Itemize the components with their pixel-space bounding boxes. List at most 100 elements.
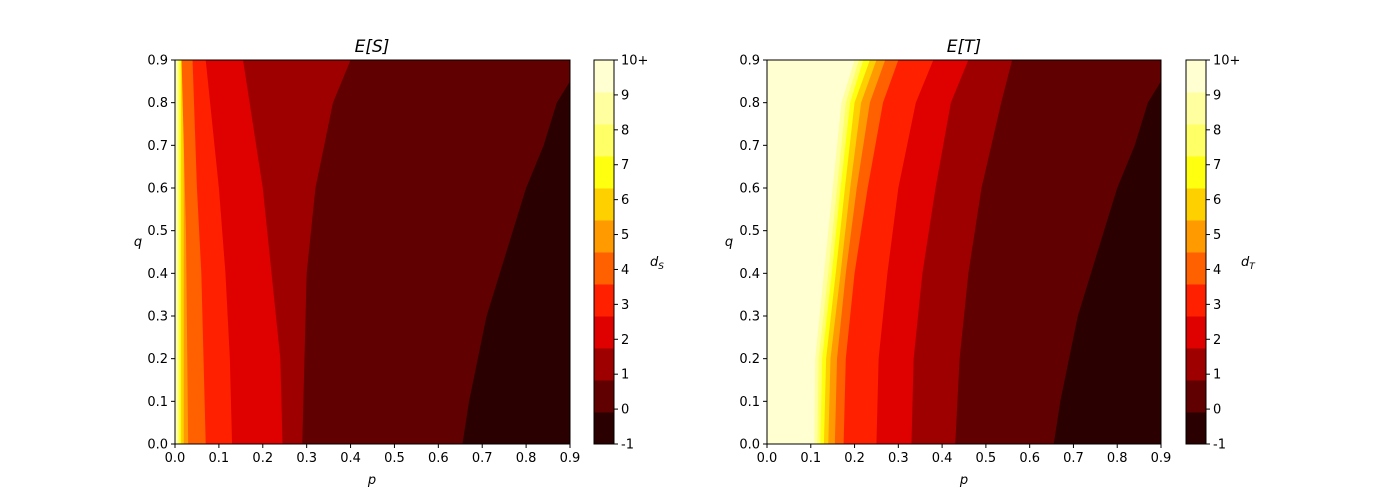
- colorbar-segment-9: [1186, 92, 1206, 125]
- colorbar-segment-9: [594, 92, 614, 125]
- colorbar-tick-label: 8: [1213, 123, 1221, 138]
- x-tick-label: 0.5: [384, 451, 405, 466]
- contour-plot-area: 0.0 0.1 0.2 0.3 0.4 0.5 0.6 0.7 0.8 0.90.00.10.20…: [147, 54, 581, 467]
- colorbar-label-main: d: [1241, 255, 1250, 270]
- chart-title: E[S]: [355, 37, 390, 57]
- x-tick-label: 0.6: [1019, 451, 1040, 466]
- colorbar-segment-1: [594, 348, 614, 381]
- contour-plot-area: 0.0 0.1 0.2 0.3 0.4 0.5 0.6 0.7 0.8 0.90.0 0.1 0.2 0…: [739, 54, 1171, 467]
- x-tick-label: 0.8: [1107, 451, 1128, 466]
- x-tick-label: 0.8: [516, 451, 537, 466]
- colorbar-label-main: d: [650, 255, 659, 270]
- colorbar-tick-label: 0: [621, 403, 629, 418]
- contour-panel-es: E[S] 0.0 0.1 0.2 0.3 0.4 0.5 0.6 0.7 0.8 0.90.00.…: [134, 37, 664, 488]
- colorbar-tick-label: 6: [621, 193, 629, 208]
- colorbar-label: dS: [650, 255, 664, 272]
- contour-region-level--1: [1053, 81, 1161, 444]
- colorbar-tick-label: -1: [1213, 438, 1226, 453]
- colorbar-segment-7: [594, 156, 614, 189]
- y-tick-label: 0.4: [147, 267, 168, 282]
- colorbar-tick-label: 3: [1213, 298, 1221, 313]
- colorbar-segment-8: [1186, 124, 1206, 157]
- colorbar-tick-label: 2: [621, 333, 629, 348]
- x-tick-label: 0.7: [472, 451, 493, 466]
- colorbar-segment-6: [594, 188, 614, 221]
- x-tick-label: 0.3: [888, 451, 909, 466]
- colorbar-tick-label: 0: [1213, 403, 1221, 418]
- y-tick-label: 0.8: [739, 96, 760, 111]
- colorbar-frame: [593, 59, 615, 445]
- y-tick-label: 0.6: [739, 182, 760, 197]
- colorbar-tick-label: -1: [621, 438, 634, 453]
- x-ticks: 0.0 0.1 0.2 0.3 0.4 0.5 0.6 0.7 0.8 0.9: [757, 444, 1171, 466]
- colorbar-label: dT: [1241, 255, 1256, 272]
- axes-frame: [766, 59, 1162, 445]
- colorbar-label-sub: T: [1249, 262, 1256, 272]
- x-tick-label: 0.0: [757, 451, 778, 466]
- colorbar-tick-label: 7: [621, 158, 629, 173]
- x-tick-label: 0.7: [1063, 451, 1084, 466]
- x-axis-label: p: [367, 473, 376, 488]
- colorbar-segment-7: [1186, 156, 1206, 189]
- colorbar-segment-10: [594, 60, 614, 93]
- y-tick-label: 0.0: [739, 438, 760, 453]
- y-tick-label: 0.4: [739, 267, 760, 282]
- y-ticks: 0.0 0.1 0.2 0.3 0.4 0.5 0.6 0.7 0.8 0.9: [739, 54, 767, 453]
- chart-title: E[T]: [947, 37, 981, 57]
- contour-regions: [175, 60, 570, 444]
- colorbar-tick-label: 3: [621, 298, 629, 313]
- y-tick-label: 0.3: [739, 310, 760, 325]
- contour-panel-et: E[T] 0.0 0.1 0.2 0.3 0.4 0.5 0.6 0.7 0.8 0.90.00.…: [725, 37, 1256, 488]
- y-tick-label: 0.2: [739, 352, 760, 367]
- colorbar-tick-label: 1: [1213, 368, 1221, 383]
- colorbar-segment-5: [1186, 220, 1206, 253]
- colorbar-segment-5: [594, 220, 614, 253]
- x-tick-label: 0.1: [209, 451, 230, 466]
- colorbar-tick-label: 7: [1213, 158, 1221, 173]
- colorbar-tick-label: 10+: [621, 54, 648, 69]
- x-tick-label: 0.6: [428, 451, 449, 466]
- y-tick-label: 0.9: [739, 54, 760, 69]
- colorbar-segment-6: [1186, 188, 1206, 221]
- x-tick-label: 0.2: [252, 451, 273, 466]
- colorbar: -1 0 1 2 3 4 5 6 7 8 9 10+: [1185, 54, 1240, 453]
- y-tick-label: 0.7: [739, 139, 760, 154]
- colorbar-segment-10: [1186, 60, 1206, 93]
- x-ticks: 0.0 0.1 0.2 0.3 0.4 0.5 0.6 0.7 0.8 0.9: [165, 444, 581, 466]
- x-tick-label: 0.0: [165, 451, 186, 466]
- y-ticks: 0.0 0.1 0.2 0.3 0.4 0.5 0.6 0.7 0.8 0.9: [147, 54, 175, 453]
- colorbar-label-sub: S: [658, 262, 664, 272]
- colorbar-tick-label: 4: [621, 263, 629, 278]
- colorbar-segment-3: [1186, 284, 1206, 317]
- colorbar-segment-2: [594, 316, 614, 349]
- axes-frame: [174, 59, 571, 445]
- colorbar-frame: [1185, 59, 1207, 445]
- contour-region-level--1: [462, 81, 570, 444]
- x-tick-label: 0.5: [976, 451, 997, 466]
- colorbar-segment-4: [1186, 252, 1206, 285]
- y-tick-label: 0.8: [147, 96, 168, 111]
- y-axis-label: q: [134, 235, 142, 250]
- colorbar-segment-1: [1186, 348, 1206, 381]
- colorbar-segment-8: [594, 124, 614, 157]
- colorbar-tick-label: 1: [621, 368, 629, 383]
- colorbar-tick-label: 9: [621, 88, 629, 103]
- x-tick-label: 0.9: [560, 451, 581, 466]
- colorbar-segment-0: [594, 380, 614, 413]
- colorbar: -1 0 1 2 3 4 5 6 7 8 9 10+: [593, 54, 648, 453]
- colorbar-tick-label: 6: [1213, 193, 1221, 208]
- x-tick-label: 0.4: [340, 451, 361, 466]
- colorbar-segment-3: [594, 284, 614, 317]
- colorbar-segment--1: [1186, 412, 1206, 445]
- x-axis-label: p: [959, 473, 968, 488]
- y-tick-label: 0.1: [739, 395, 760, 410]
- x-tick-label: 0.3: [296, 451, 317, 466]
- colorbar-tick-label: 4: [1213, 263, 1221, 278]
- y-tick-label: 0.3: [147, 310, 168, 325]
- colorbar-tick-label: 5: [621, 228, 629, 243]
- colorbar-tick-label: 8: [621, 123, 629, 138]
- y-tick-label: 0.9: [147, 54, 168, 69]
- colorbar-tick-label: 9: [1213, 88, 1221, 103]
- y-tick-label: 0.5: [739, 224, 760, 239]
